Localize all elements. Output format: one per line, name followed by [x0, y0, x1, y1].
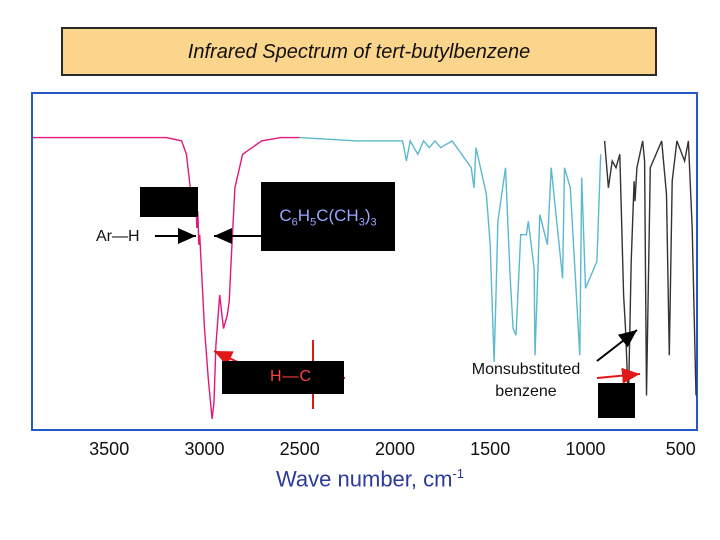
- monosubstituted-label: Monsubstituted benzene: [446, 359, 606, 403]
- x-tick-label: 3000: [184, 439, 225, 459]
- formula-part: ): [364, 206, 371, 225]
- x-tick-label: 1000: [565, 439, 606, 459]
- x-tick-label: 500: [665, 439, 696, 459]
- spectrum-series-2: [603, 140, 697, 403]
- formula-sub: 3: [370, 216, 377, 229]
- formula-part: H: [297, 206, 311, 225]
- plot-frame: [31, 92, 698, 431]
- x-tick-label: 1500: [470, 439, 511, 459]
- x-tick-label: 3500: [89, 439, 130, 459]
- ar-h-box: [140, 187, 198, 217]
- ar-h-label: Ar—H: [96, 228, 140, 245]
- formula-box: C6H5C(CH3)3: [261, 182, 395, 251]
- spectrum-series-1: [299, 136, 602, 363]
- mono-line-1: Monsubstituted: [471, 361, 581, 378]
- formula-sub: 5: [310, 216, 317, 229]
- h-c-box: H—C: [222, 361, 344, 394]
- mono-arrow-right: [596, 367, 641, 384]
- x-axis-label-text: Wave number, cm: [275, 466, 453, 492]
- title-box: Infrared Spectrum of tert-butylbenzene: [61, 27, 657, 76]
- formula-part: C: [279, 206, 292, 225]
- formula-text: C6H5C(CH3)3: [261, 206, 395, 228]
- x-axis-label: Wave number, cm-1: [0, 466, 720, 492]
- x-tick-label: 2500: [279, 439, 320, 459]
- mono-line-2: benzene: [495, 383, 557, 400]
- formula-sub: 3: [358, 216, 365, 229]
- chart-title: Infrared Spectrum of tert-butylbenzene: [187, 41, 531, 63]
- mono-arrow-upper: [596, 329, 638, 362]
- x-tick-label: 2000: [374, 439, 416, 459]
- monosubstituted-box: [598, 383, 635, 418]
- formula-sub: 6: [291, 216, 298, 229]
- h-c-label: H—C: [270, 368, 313, 385]
- formula-part: C(CH: [316, 206, 359, 225]
- x-axis-label-sup: -1: [452, 466, 465, 481]
